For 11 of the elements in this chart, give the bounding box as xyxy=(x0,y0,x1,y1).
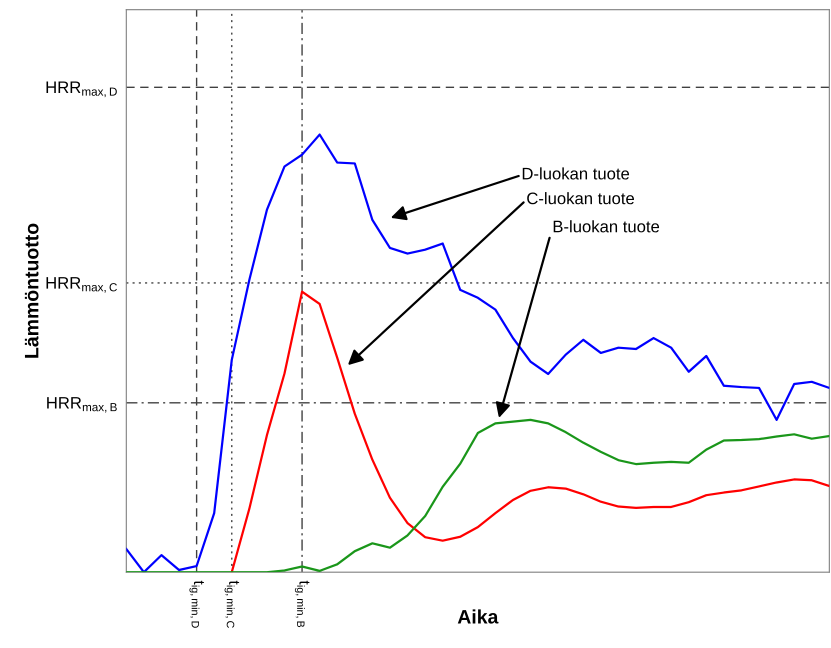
annotation: B-luokan tuote xyxy=(554,220,660,232)
annotation: C-luokan tuote xyxy=(527,192,634,204)
x-axis-title: Aika xyxy=(458,609,498,624)
ref-line-label: HRR$_{max,D}$ xyxy=(46,82,117,98)
y-axis-title: Lämmöntuotto xyxy=(24,224,39,358)
x-tick-label: t$_{ig,min,B}$ xyxy=(294,580,310,628)
ref-line-label: HRR$_{max,C}$ xyxy=(46,277,117,293)
annotation: D-luokan tuote xyxy=(522,167,630,180)
x-tick-label: t$_{ig,min,C}$ xyxy=(224,580,240,628)
ref-line-label: HRR$_{max,B}$ xyxy=(47,397,117,413)
x-tick-label: t$_{ig,min,D}$ xyxy=(189,580,204,628)
